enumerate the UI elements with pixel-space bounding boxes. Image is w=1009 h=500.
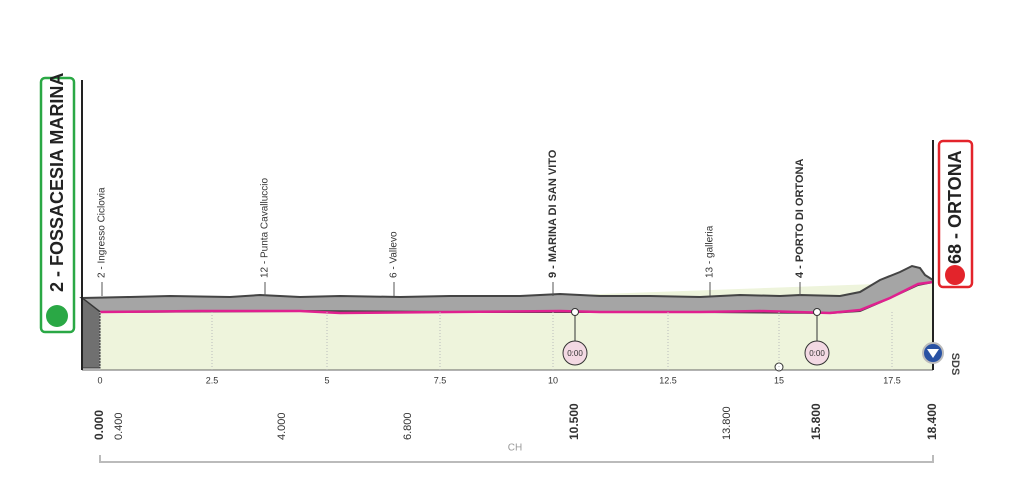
- timing-label: 0:00: [567, 349, 583, 358]
- waypoint-label: 13 - galleria: [705, 225, 716, 278]
- km-tick-label: 2.5: [206, 375, 219, 385]
- timing-icon: [562, 340, 588, 366]
- km-tick-label: 15: [774, 375, 784, 385]
- finish-icon: [945, 265, 965, 285]
- start-icon: [46, 305, 68, 327]
- finish-label: 68 - ORTONA: [945, 150, 965, 264]
- km-tick-label: 0: [97, 375, 102, 385]
- timing-dot: [813, 308, 821, 316]
- timing-dot: [571, 308, 579, 316]
- distance-label: 18.400: [925, 403, 939, 440]
- start-label: 2 - FOSSACESIA MARINA: [47, 73, 67, 292]
- waypoint-label: 4 - PORTO DI ORTONA: [794, 159, 806, 278]
- bracket-label: CH: [508, 443, 522, 454]
- timing-label: 0:00: [809, 349, 825, 358]
- distance-label: 4.000: [276, 412, 288, 440]
- waypoint-label: 2 - Ingresso Ciclovia: [97, 187, 108, 278]
- road-line: [99, 280, 934, 315]
- km-tick-label: 12.5: [659, 375, 677, 385]
- start-box: [39, 76, 76, 334]
- distance-label: 0.400: [113, 412, 125, 440]
- distance-label: 15.800: [809, 403, 823, 440]
- km-tick-label: 10: [548, 375, 558, 385]
- waypoint-label: 9 - MARINA DI SAN VITO: [547, 149, 559, 278]
- km-tick-label: 7.5: [434, 375, 447, 385]
- km-tick-label: 17.5: [883, 375, 901, 385]
- finish-box: [937, 139, 974, 289]
- sds-label: SDS: [949, 353, 961, 376]
- bracket: [99, 455, 934, 463]
- distance-label: 0.000: [92, 410, 106, 440]
- distance-label: 13.800: [721, 406, 733, 440]
- km-tick-label: 5: [324, 375, 329, 385]
- timing-icon: [804, 340, 830, 366]
- finish-arrow: [927, 349, 939, 358]
- waypoint-label: 12 - Punta Cavalluccio: [260, 178, 271, 278]
- profile-area: [100, 282, 933, 370]
- waypoint-label: 6 - Vallevo: [389, 231, 400, 278]
- distance-label: 10.500: [567, 403, 581, 440]
- distance-label: 6.800: [402, 412, 414, 440]
